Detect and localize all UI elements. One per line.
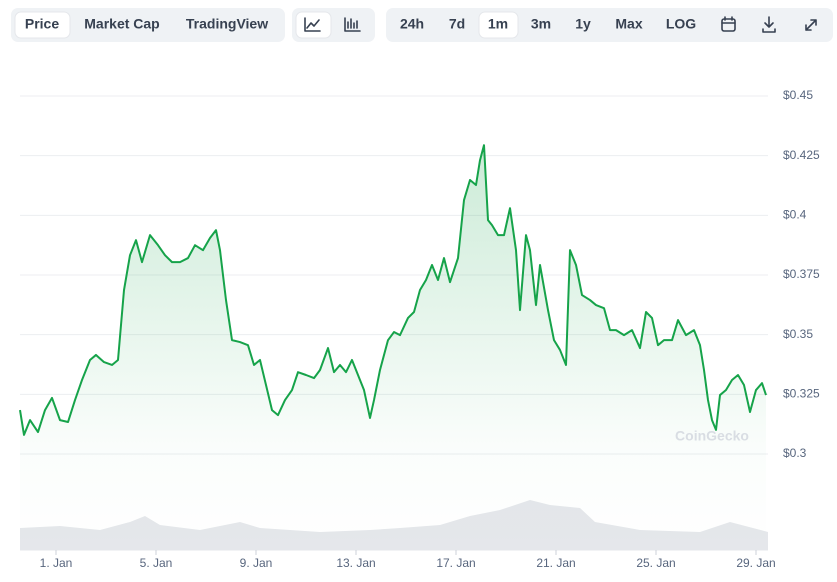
- active-tab: [478, 11, 519, 39]
- price-area: [20, 145, 766, 551]
- tab-tradingview[interactable]: TradingView: [186, 16, 268, 32]
- y-tick-label: $0.425: [783, 148, 820, 162]
- active-tab: [14, 11, 71, 39]
- y-tick-label: $0.45: [783, 88, 813, 102]
- calendar-button[interactable]: [721, 16, 736, 32]
- y-tick-label: $0.325: [783, 387, 820, 401]
- tab-market-cap[interactable]: Market Cap: [84, 16, 159, 32]
- y-tick-label: $0.375: [783, 267, 820, 281]
- x-tick-label: 21. Jan: [536, 556, 575, 570]
- x-tick-label: 1. Jan: [40, 556, 73, 570]
- range-button[interactable]: 1y: [575, 16, 591, 32]
- download-button[interactable]: [762, 16, 776, 33]
- y-tick-label: $0.4: [783, 208, 807, 222]
- x-tick-label: 9. Jan: [240, 556, 273, 570]
- plot-area: $0.3 $0.325 $0.35 $0.375 $0.4 $0.425 $0.45 1. J…: [19, 88, 820, 570]
- range-button[interactable]: 24h: [400, 16, 424, 32]
- line-chart-button[interactable]: [304, 17, 321, 32]
- watermark: CoinGecko: [675, 428, 749, 444]
- range-button[interactable]: 3m: [531, 16, 551, 32]
- x-tick-label: 29. Jan: [736, 556, 775, 570]
- x-tick-label: 17. Jan: [436, 556, 475, 570]
- range-button[interactable]: 7d: [449, 16, 465, 32]
- fullscreen-button[interactable]: [805, 19, 817, 31]
- candle-chart-button[interactable]: [344, 17, 361, 32]
- x-tick-label: 5. Jan: [140, 556, 173, 570]
- y-tick-label: $0.35: [783, 327, 813, 341]
- x-tick-label: 13. Jan: [336, 556, 375, 570]
- y-tick-label: $0.3: [783, 446, 807, 460]
- log-button[interactable]: LOG: [666, 16, 696, 32]
- range-button[interactable]: Max: [615, 16, 642, 32]
- x-tick-label: 25. Jan: [636, 556, 675, 570]
- range-button[interactable]: 1m: [488, 16, 508, 32]
- tab-price[interactable]: Price: [25, 16, 59, 32]
- price-line: [19, 144, 767, 436]
- view-tabs: [11, 8, 285, 42]
